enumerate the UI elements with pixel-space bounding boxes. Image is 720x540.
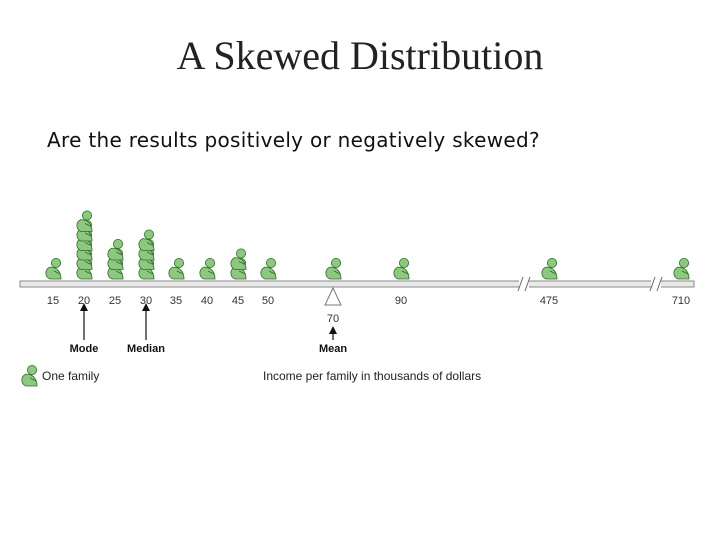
- axis-bar: [19, 280, 695, 288]
- tick-label: 30: [140, 295, 152, 307]
- median-arrow: [142, 303, 150, 340]
- family-icon: [541, 257, 558, 280]
- family-icon: [673, 257, 690, 280]
- mode-label: Mode: [70, 343, 99, 355]
- tick-label: 40: [201, 295, 213, 307]
- mode-arrow: [80, 303, 88, 340]
- median-label: Median: [127, 343, 165, 355]
- slide-question: Are the results positively or negatively…: [47, 128, 540, 152]
- legend-label: One family: [42, 369, 99, 383]
- tick-label: 35: [170, 295, 182, 307]
- legend-family-icon: [21, 364, 38, 387]
- tick-label: 15: [47, 295, 59, 307]
- family-icon: [199, 257, 216, 280]
- family-icon: [45, 257, 62, 280]
- mean-arrow: [329, 326, 337, 340]
- family-stacks: [45, 210, 690, 280]
- family-icon: [393, 257, 410, 280]
- axis-break-2: [649, 276, 663, 292]
- mean-label: Mean: [319, 343, 347, 355]
- tick-label: 90: [395, 295, 407, 307]
- slide-title: A Skewed Distribution: [176, 33, 544, 78]
- tick-label: 50: [262, 295, 274, 307]
- mean-value: 70: [327, 313, 339, 325]
- tick-label: 20: [78, 295, 90, 307]
- tick-label: 45: [232, 295, 244, 307]
- family-icon: [21, 364, 38, 387]
- family-icon: [260, 257, 277, 280]
- tick-label: 475: [540, 295, 558, 307]
- tick-label: 25: [109, 295, 121, 307]
- axis-break-1: [517, 276, 531, 292]
- axis-caption: Income per family in thousands of dollar…: [263, 369, 481, 383]
- tick-labels: 15 20 25 30 35 40 45 50 90 475 710: [47, 295, 690, 307]
- fulcrum-icon: [324, 286, 342, 306]
- tick-label: 710: [672, 295, 690, 307]
- family-icon: [168, 257, 185, 280]
- family-icon: [325, 257, 342, 280]
